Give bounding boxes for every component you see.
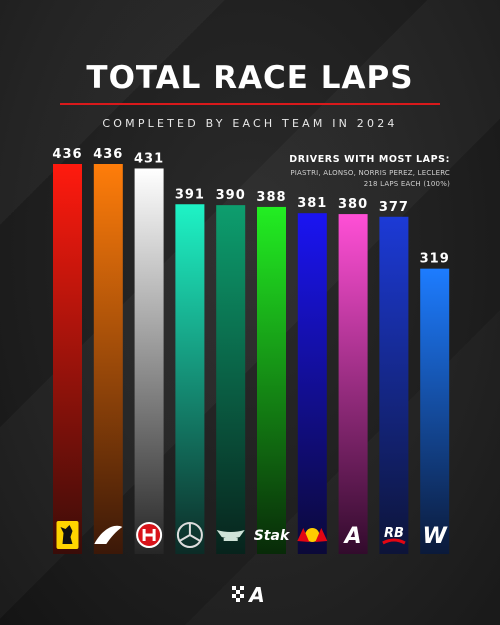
note-drivers: PIASTRI, ALONSO, NORRIS PEREZ, LECLERC	[290, 169, 450, 177]
bar-value-label: 391	[175, 187, 205, 202]
bar-red-bull	[297, 213, 327, 554]
bar-stake	[257, 206, 286, 554]
page-subtitle: COMPLETED BY EACH TEAM IN 2024	[102, 117, 398, 130]
rb-logo-icon: RB	[382, 526, 406, 545]
mercedes-star-icon	[176, 522, 203, 548]
bar-value-label: 436	[52, 147, 82, 162]
aston-martin-wings-icon	[216, 530, 245, 541]
note-heading: DRIVERS WITH MOST LAPS:	[289, 154, 450, 165]
bar-aston-martin	[216, 205, 246, 554]
most-laps-note: DRIVERS WITH MOST LAPS: PIASTRI, ALONSO,…	[230, 154, 450, 188]
team-logo-text: Stak	[254, 528, 291, 544]
bar-value-label: 436	[93, 147, 123, 162]
bar-williams	[420, 268, 450, 554]
bar-value-label: 390	[216, 188, 246, 203]
bar-value-label: 388	[256, 190, 286, 205]
brand-logo-icon: A	[232, 583, 265, 604]
haas-logo-icon	[136, 522, 163, 548]
bar-value-label: 431	[134, 151, 164, 166]
page-title: TOTAL RACE LAPS	[86, 60, 414, 96]
bar-value-label: 380	[338, 197, 368, 212]
bar-ferrari	[53, 164, 82, 554]
bar-value-label: 377	[379, 200, 409, 215]
stake-logo-icon: Stak	[254, 528, 291, 544]
bar-haas	[134, 168, 164, 554]
bar-value-label: 381	[297, 196, 327, 211]
ferrari-horse-icon	[56, 521, 79, 549]
alpine-logo-icon: A	[343, 524, 362, 549]
team-logo-text: A	[343, 524, 362, 549]
williams-logo-icon: W	[423, 524, 449, 549]
bar-rb	[379, 216, 409, 555]
note-laps: 218 LAPS EACH (100%)	[363, 180, 450, 188]
bar-mercedes	[175, 204, 205, 554]
red-bull-icon	[297, 528, 328, 542]
bar-mclaren	[93, 164, 123, 554]
brand-logo-letter: A	[247, 583, 264, 604]
mclaren-swoosh-icon	[94, 525, 123, 544]
checkered-flag-icon	[232, 586, 244, 602]
bar-alpine	[338, 214, 368, 554]
team-logo-text: W	[423, 524, 449, 549]
title-underline	[60, 103, 440, 105]
bar-value-label: 319	[420, 252, 450, 267]
team-logo-text: RB	[384, 526, 404, 541]
